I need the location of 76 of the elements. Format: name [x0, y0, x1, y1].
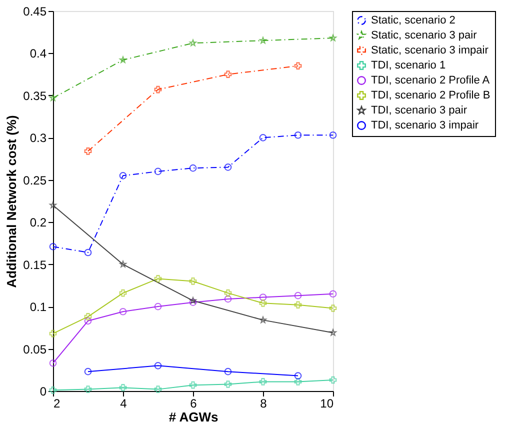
point	[329, 329, 337, 336]
y-tick-label: 0.45	[23, 4, 47, 18]
legend-label: TDI, scenario 3 pair	[371, 104, 468, 116]
point	[154, 168, 162, 176]
point	[119, 384, 127, 392]
y-tick-label: 0.2	[30, 216, 47, 230]
point	[49, 242, 57, 250]
x-tick-label: 6	[190, 396, 198, 410]
point	[329, 290, 337, 298]
y-tick-label: 0.1	[30, 300, 47, 314]
point	[224, 289, 232, 297]
point	[224, 70, 232, 78]
y-axis-title: Additional Network cost (%)	[4, 115, 20, 288]
point	[189, 381, 197, 389]
point	[154, 362, 162, 370]
legend-label: Static, scenario 3 pair	[371, 30, 478, 42]
point	[49, 202, 57, 208]
point	[259, 300, 267, 307]
legend-label: TDI, scenario 1	[371, 60, 446, 72]
point	[224, 368, 232, 376]
point	[154, 275, 162, 282]
point	[84, 313, 92, 320]
point	[119, 289, 127, 297]
point	[189, 164, 197, 172]
point	[224, 380, 232, 388]
point	[49, 94, 57, 102]
legend-label: Static, scenario 3 impair	[371, 44, 489, 56]
point	[84, 386, 92, 393]
x-tick-label: 10	[320, 396, 334, 410]
x-tick-label: 2	[54, 396, 60, 410]
point	[294, 131, 302, 139]
point	[294, 301, 302, 309]
y-tick-label: 0.25	[23, 173, 47, 188]
point	[84, 317, 92, 325]
point	[294, 62, 302, 70]
x-tick-label: 4	[120, 396, 128, 410]
x-axis-title: # AGWs	[168, 410, 218, 424]
point	[119, 172, 127, 180]
point	[294, 292, 302, 300]
y-tick-label: 0	[40, 384, 47, 398]
y-tick-label: 0.3	[30, 131, 47, 146]
legend-label: Static, scenario 2	[371, 14, 456, 26]
point	[259, 378, 267, 386]
point	[329, 131, 337, 139]
point	[119, 308, 127, 316]
point	[154, 86, 162, 94]
point	[189, 39, 197, 46]
point	[329, 304, 337, 312]
y-tick-label: 0.15	[23, 258, 47, 272]
point	[294, 378, 302, 386]
point	[154, 386, 162, 393]
point	[259, 294, 267, 301]
x-tick-label: 8	[260, 396, 268, 410]
point	[84, 148, 92, 155]
legend-label: TDI, scenario 2 Profile B	[371, 90, 490, 102]
point	[294, 372, 302, 380]
legend-label: TDI, scenario 2 Profile A	[371, 74, 490, 86]
point	[49, 359, 57, 367]
point	[119, 56, 127, 64]
point	[189, 278, 197, 285]
point	[259, 134, 267, 142]
y-tick-label: 0.4	[30, 46, 47, 61]
point	[224, 295, 232, 303]
point	[329, 376, 337, 384]
point	[84, 368, 92, 376]
point	[224, 164, 232, 171]
point	[119, 260, 127, 268]
y-tick-label: 0.05	[23, 342, 47, 356]
point	[259, 36, 267, 44]
point	[49, 330, 57, 338]
point	[259, 316, 267, 324]
legend-label: TDI, scenario 3 impair	[371, 120, 479, 132]
point	[84, 248, 92, 256]
point	[329, 34, 337, 42]
point	[154, 302, 162, 310]
y-tick-label: 0.35	[23, 88, 47, 103]
